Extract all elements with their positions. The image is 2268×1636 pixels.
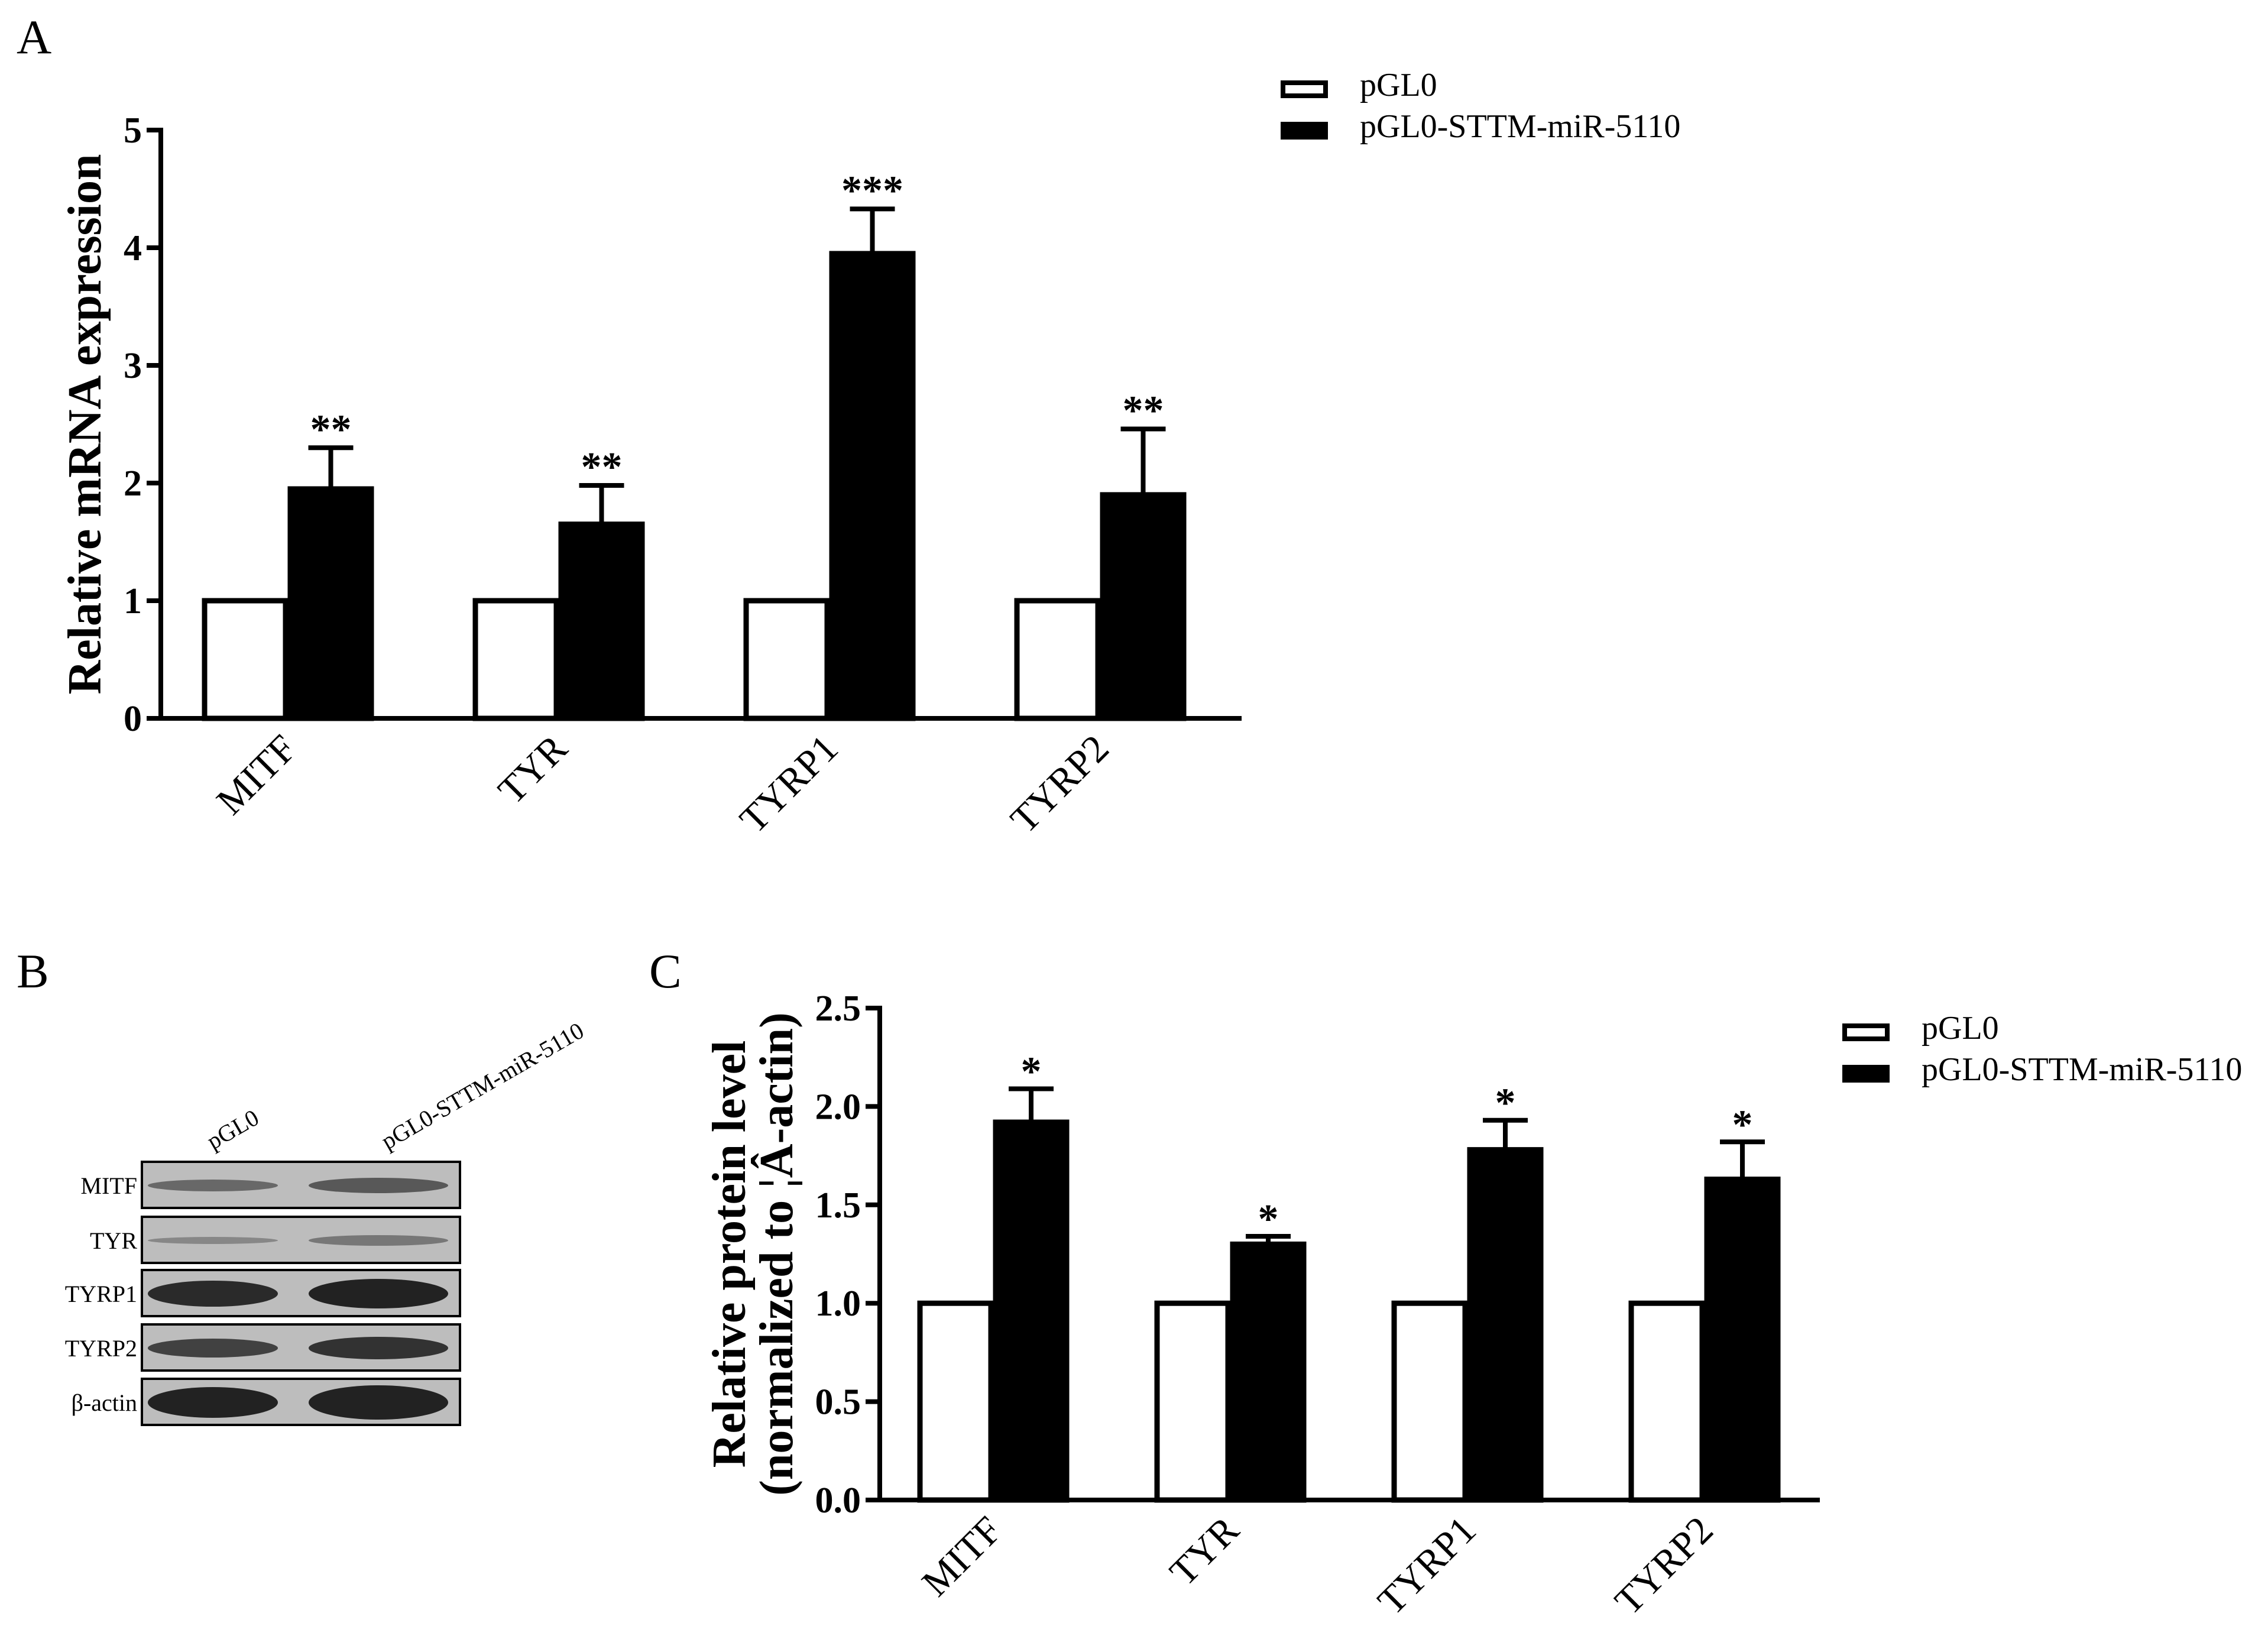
significance-marker: ** <box>310 407 352 452</box>
bar-control <box>1391 1300 1468 1503</box>
significance-marker: * <box>1258 1197 1279 1242</box>
bar-control <box>917 1300 994 1503</box>
legend-swatch-control <box>1281 80 1328 98</box>
bar-treatment <box>1100 492 1187 721</box>
blot-band <box>148 1387 278 1418</box>
blot-band <box>148 1237 278 1244</box>
legend-swatch-treatment <box>1281 122 1328 140</box>
blot-band <box>148 1180 278 1191</box>
chart-panel-c: 0.0 0.5 1.0 1.5 2.0 2.5 Relative protein level… <box>704 989 2242 1623</box>
blot-band <box>309 1235 448 1246</box>
chart-panel-a: 0 1 2 3 4 5 Relative mRNA expression ** MITF ** TY… <box>59 67 1680 841</box>
significance-marker: * <box>1495 1081 1516 1126</box>
significance-marker: * <box>1021 1049 1042 1094</box>
bar-treatment <box>1467 1147 1544 1503</box>
panel-b-letter: B <box>17 944 49 998</box>
bar-treatment <box>993 1119 1070 1503</box>
blot-band <box>309 1279 448 1308</box>
y-tick-label: 0 <box>124 699 142 739</box>
blot-row-label: MITF <box>80 1172 137 1199</box>
significance-marker: ** <box>1123 388 1164 433</box>
bar-control <box>743 598 830 721</box>
blot-band <box>309 1178 448 1193</box>
legend-swatch-control <box>1842 1023 1890 1041</box>
blot-row-label: β-actin <box>72 1389 137 1416</box>
x-tick-label: TYRP1 <box>1369 1508 1484 1623</box>
x-tick-label: MITF <box>208 727 304 823</box>
legend-swatch-treatment <box>1842 1065 1890 1083</box>
blot-row-label: TYR <box>90 1227 137 1254</box>
blot-column-pgl0: pGL0 <box>202 1104 263 1155</box>
bar-treatment <box>1704 1177 1781 1503</box>
panel-a-letter: A <box>17 10 51 64</box>
bar-treatment <box>1230 1241 1307 1503</box>
y-axis-label: (normalized to ¦Â-actin) <box>751 1012 803 1495</box>
blot-row-box <box>141 1216 461 1264</box>
bar-treatment <box>829 251 916 721</box>
y-tick-label: 2.5 <box>815 989 861 1029</box>
significance-marker: * <box>1732 1102 1753 1148</box>
legend-label: pGL0 <box>1922 1010 1999 1047</box>
x-tick-label: MITF <box>913 1508 1010 1605</box>
x-tick-label: TYRP2 <box>1002 727 1117 841</box>
x-tick-label: TYRP2 <box>1606 1508 1721 1623</box>
blot-band <box>309 1385 448 1420</box>
legend-label: pGL0 <box>1360 67 1437 103</box>
bar-treatment <box>287 486 374 721</box>
y-tick-label: 4 <box>124 228 142 268</box>
blot-band <box>148 1281 278 1307</box>
y-tick-label: 0.0 <box>815 1481 861 1521</box>
y-tick-label: 3 <box>124 346 142 386</box>
y-tick-label: 0.5 <box>815 1382 861 1423</box>
y-tick-label: 5 <box>124 111 142 151</box>
blot-column-pgl0-sttm: pGL0-STTM-miR-5110 <box>377 1017 588 1155</box>
legend-label: pGL0-STTM-miR-5110 <box>1922 1051 2242 1088</box>
x-tick-label: TYR <box>490 727 576 812</box>
bar-treatment <box>558 521 645 721</box>
bar-control <box>1154 1300 1231 1503</box>
bar-control <box>202 598 289 721</box>
blot-row-label: TYRP2 <box>65 1335 137 1362</box>
panel-c-letter: C <box>649 944 682 998</box>
significance-marker: *** <box>841 168 903 213</box>
blot-band <box>309 1337 448 1359</box>
y-tick-label: 2.0 <box>815 1087 861 1127</box>
significance-marker: ** <box>581 445 623 490</box>
blot-band <box>148 1339 278 1358</box>
bar-control <box>472 598 559 721</box>
y-tick-label: 1 <box>124 581 142 621</box>
bar-control <box>1628 1300 1705 1503</box>
legend-label: pGL0-STTM-miR-5110 <box>1360 108 1680 145</box>
blot-row-label: TYRP1 <box>65 1281 137 1307</box>
y-axis-label: Relative mRNA expression <box>59 154 111 695</box>
y-axis-label: Relative protein level <box>704 1041 756 1468</box>
x-tick-label: TYRP1 <box>731 727 846 841</box>
bar-control <box>1014 598 1101 721</box>
y-tick-label: 2 <box>124 464 142 504</box>
y-tick-label: 1.5 <box>815 1185 861 1226</box>
x-tick-label: TYR <box>1162 1508 1248 1594</box>
y-tick-label: 1.0 <box>815 1284 861 1324</box>
western-blot-panel: pGL0 pGL0-STTM-miR-5110 MITF TYR TYRP1 TYRP… <box>65 1017 588 1426</box>
